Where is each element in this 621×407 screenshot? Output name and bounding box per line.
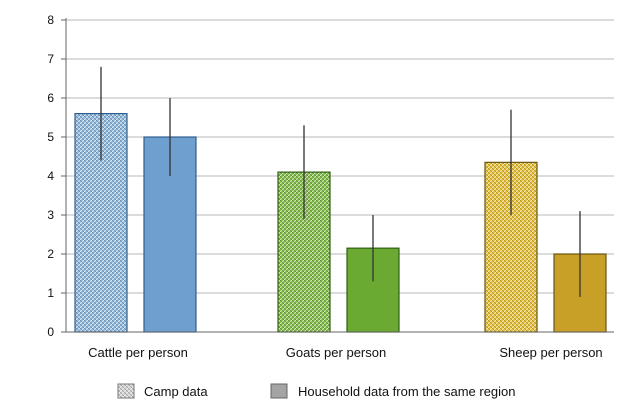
y-tick-label: 0 [47,325,54,339]
legend-label-household: Household data from the same region [298,384,516,399]
bars [74,112,607,333]
category-label: Goats per person [286,345,386,360]
y-tick-label: 5 [47,130,54,144]
y-tick-label: 3 [47,208,54,222]
legend-swatch-household [270,383,288,399]
legend-swatch-camp [117,383,135,399]
household-data-bar-1 [346,247,400,333]
legend-label-camp: Camp data [144,384,208,399]
y-tick-label: 4 [47,169,54,183]
axes: 0 1 2 3 4 5 6 7 8 Cattle per person Goats per pers… [47,13,614,360]
y-tick-label: 8 [47,13,54,27]
error-bars [100,66,581,297]
y-tick-label: 7 [47,52,54,66]
category-label: Sheep per person [499,345,602,360]
category-label: Cattle per person [88,345,188,360]
y-tick-label: 1 [47,286,54,300]
legend: Camp data Household data from the same re… [117,383,516,399]
y-tick-label: 6 [47,91,54,105]
y-tick-label: 2 [47,247,54,261]
